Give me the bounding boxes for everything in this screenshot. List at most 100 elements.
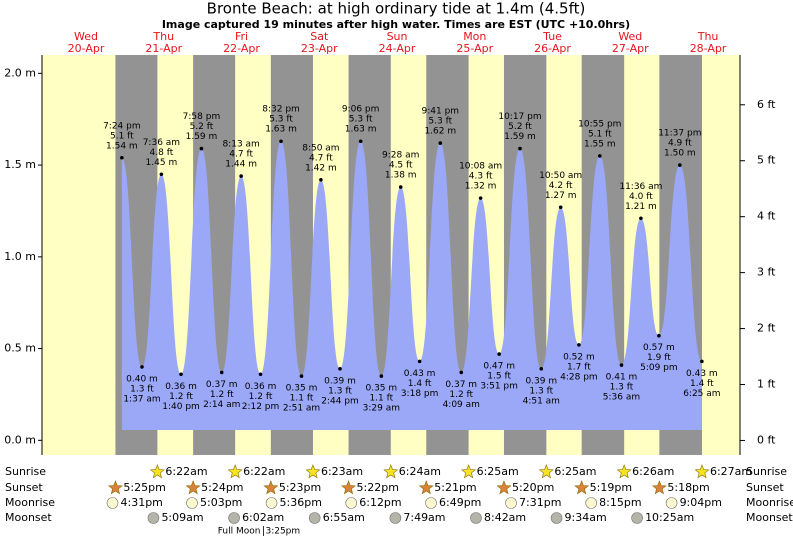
tide-label: 4.2 ft <box>549 181 573 191</box>
sunset-time: 5:20pm <box>512 481 554 494</box>
day-date: 23-Apr <box>301 42 338 55</box>
tide-label: 8:50 am <box>302 143 339 153</box>
tide-label: 1:37 am <box>123 394 160 404</box>
sunrise-icon <box>694 464 710 479</box>
day-weekday: Sat <box>310 30 329 43</box>
day-date: 26-Apr <box>534 42 571 55</box>
tide-label: 1.44 m <box>225 160 257 170</box>
tide-label: 8:13 am <box>222 140 259 150</box>
tide-label: 0.39 m <box>525 376 557 386</box>
sunset-time: 5:25pm <box>123 481 165 494</box>
tide-point <box>619 363 624 367</box>
y-tick-label: 1.0 m <box>4 250 36 263</box>
tide-point <box>518 146 522 151</box>
tide-point <box>140 365 144 369</box>
tide-point <box>558 205 563 210</box>
moonrise-time: 7:31pm <box>519 496 561 509</box>
sunset-icon <box>496 480 512 495</box>
tide-label: 1.59 m <box>186 132 218 142</box>
day-date: 27-Apr <box>612 42 649 55</box>
row-label: Sunrise <box>5 465 46 478</box>
day-date: 24-Apr <box>379 42 416 55</box>
tide-label: 1.2 ft <box>449 390 473 400</box>
tide-label: 1.5 ft <box>487 372 511 382</box>
tide-point <box>120 155 124 160</box>
sunset-icon <box>574 480 590 495</box>
y-tick-label: 1.5 m <box>4 158 36 171</box>
tide-label: 1.54 m <box>106 141 138 151</box>
moonset-time: 8:42am <box>484 511 526 524</box>
tide-label: 1.1 ft <box>290 394 314 404</box>
tide-point <box>700 359 704 364</box>
sunrise-time: 6:27am <box>710 465 752 478</box>
sunrise-time: 6:26am <box>632 465 674 478</box>
tide-label: 1.45 m <box>146 158 178 168</box>
row-label: Sunrise <box>746 465 787 478</box>
tide-label: 10:50 am <box>539 171 582 181</box>
sunset-icon <box>185 480 201 495</box>
tide-label: 0.47 m <box>483 362 515 372</box>
tide-point <box>239 174 243 178</box>
day-date: 21-Apr <box>145 42 182 55</box>
day-weekday: Mon <box>463 30 486 43</box>
tide-point <box>159 172 164 177</box>
tide-label: 4.8 ft <box>150 148 174 158</box>
sunrise-icon <box>461 464 477 479</box>
moonrise-icon <box>186 497 198 509</box>
tide-label: 0.35 m <box>286 384 318 394</box>
moonset-icon <box>470 512 482 524</box>
tide-point <box>438 141 443 145</box>
sunrise-time: 6:25am <box>477 465 519 478</box>
tide-label: 0.57 m <box>643 343 675 353</box>
tide-label: 9:28 am <box>382 151 419 161</box>
sunset-time: 5:19pm <box>590 481 632 494</box>
tide-label: 1.63 m <box>265 125 297 135</box>
y2-tick-label: 0 ft <box>757 433 776 446</box>
sunset-icon <box>341 480 356 495</box>
tide-label: 1.59 m <box>504 132 536 142</box>
sunset-time: 5:22pm <box>357 481 399 494</box>
sunrise-icon <box>227 464 243 479</box>
tide-label: 0.37 m <box>206 380 238 390</box>
y-tick-label: 0.5 m <box>4 342 36 355</box>
moonrise-icon <box>505 497 517 509</box>
moonset-icon <box>228 512 240 524</box>
tide-point <box>577 343 581 347</box>
chart-title: Bronte Beach: at high ordinary tide at 1… <box>207 0 586 18</box>
moonrise-icon <box>106 497 119 509</box>
tide-label: 4:28 pm <box>560 372 598 382</box>
tide-label: 1.63 m <box>345 125 377 135</box>
tide-label: 11:37 pm <box>658 129 701 139</box>
moonrise-icon <box>425 497 437 509</box>
tide-label: 1.1 ft <box>369 394 393 404</box>
day-date: 20-Apr <box>68 42 105 55</box>
y2-tick-label: 5 ft <box>757 154 776 167</box>
moon-phase: Full Moon <box>218 527 261 537</box>
day-weekday: Wed <box>618 30 642 43</box>
tide-label: 0.39 m <box>324 376 356 386</box>
y2-tick-label: 1 ft <box>757 378 776 391</box>
y2-tick-label: 3 ft <box>757 266 776 279</box>
tide-label: 0.40 m <box>126 374 158 384</box>
moonset-icon <box>550 512 563 524</box>
tide-label: 5.1 ft <box>588 129 612 139</box>
tide-point <box>338 366 342 371</box>
moon-phase-time: 3:25pm <box>265 527 300 537</box>
moonrise-icon <box>345 497 358 509</box>
y-tick-label: 0.0 m <box>4 433 36 446</box>
tide-label: 2:14 am <box>203 400 240 410</box>
tide-point <box>299 374 304 378</box>
tide-label: 5.2 ft <box>508 122 532 132</box>
tide-label: 1.4 ft <box>408 379 432 389</box>
tide-label: 1.3 ft <box>610 383 634 393</box>
tide-label: 1.3 ft <box>328 386 352 396</box>
tide-label: 3:51 pm <box>480 382 518 392</box>
tide-label: 5.2 ft <box>190 122 214 132</box>
row-label: Moonset <box>746 511 793 524</box>
tide-label: 1.2 ft <box>169 392 193 402</box>
tide-label: 4:09 am <box>443 400 480 410</box>
moonset-icon <box>308 512 321 524</box>
day-weekday: Wed <box>74 30 98 43</box>
moonset-icon <box>389 512 402 524</box>
